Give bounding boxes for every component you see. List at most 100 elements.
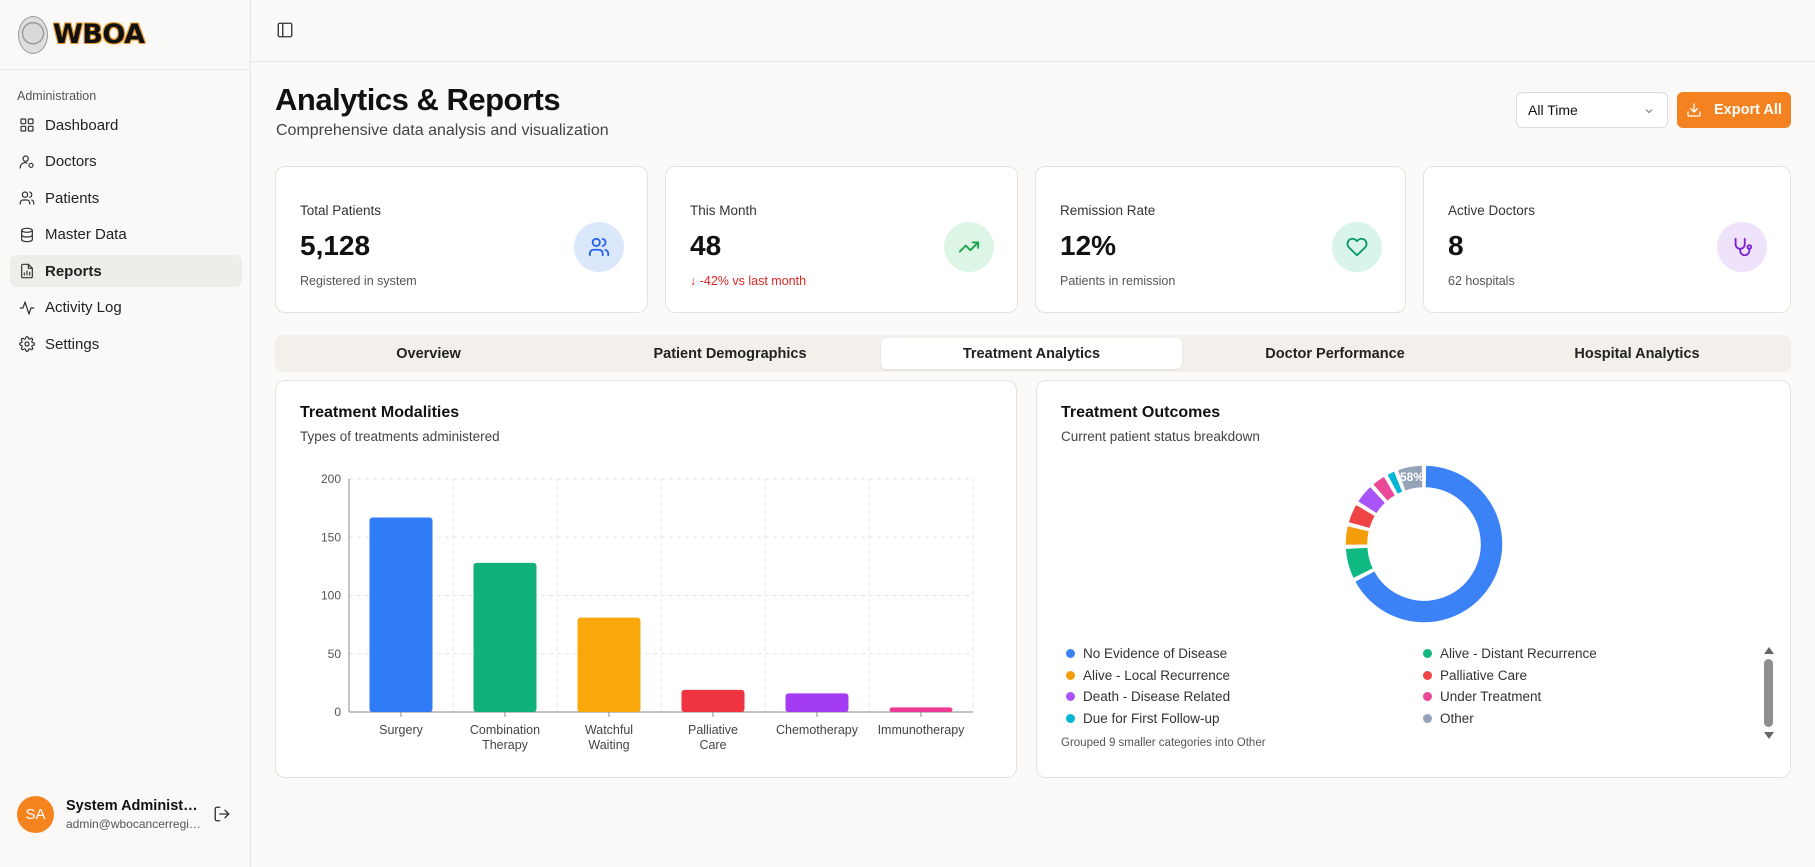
legend-label: Under Treatment [1440,689,1542,704]
grid-icon [20,118,34,132]
bar[interactable] [577,617,641,712]
activity-icon [19,300,35,315]
sidebar-item-master-data[interactable]: Master Data [10,219,242,251]
donut-slice[interactable] [1385,469,1405,496]
stat-subtext: Patients in remission [1060,274,1176,288]
export-all-button[interactable]: Export All [1677,92,1791,128]
card-title: Treatment Modalities [300,404,460,421]
download-icon [1687,103,1701,117]
stat-card-remission-rate: Remission Rate 12% Patients in remission [1035,166,1406,313]
bar[interactable] [473,562,537,712]
tab-doctor-performance[interactable]: Doctor Performance [1265,345,1405,362]
time-range-select[interactable]: All Time [1516,92,1668,128]
card-title: Treatment Outcomes [1061,404,1221,421]
topbar [251,0,1815,62]
tab-hospital-analytics[interactable]: Hospital Analytics [1574,345,1700,362]
stat-label: This Month [690,203,757,218]
bar[interactable] [681,689,745,712]
user-profile[interactable]: SA System Administrator admin@wbocancerr… [17,794,237,834]
sidebar-item-label: Reports [45,262,102,280]
legend-scrollbar[interactable] [1762,647,1774,739]
gear-icon [19,336,35,352]
legend-label: Alive - Local Recurrence [1083,667,1231,683]
logo[interactable]: WBOA [0,0,250,70]
logout-button[interactable] [213,805,231,823]
legend-item[interactable]: Under Treatment [1423,689,1541,704]
legend-swatch [1066,692,1075,701]
donut-slice[interactable] [1344,524,1371,547]
legend-item[interactable]: No Evidence of Disease [1066,646,1227,661]
stat-label: Active Doctors [1448,203,1536,218]
legend-item[interactable]: Other [1423,711,1474,726]
card-subtitle: Types of treatments administered [300,429,500,444]
sidebar-item-activity-log[interactable]: Activity Log [10,292,242,324]
donut-slice[interactable] [1371,474,1397,503]
legend-label: Other [1440,710,1474,726]
bar[interactable] [889,707,953,712]
database-icon [21,227,33,242]
card-subtitle: Current patient status breakdown [1061,429,1260,444]
legend-item[interactable]: Alive - Local Recurrence [1066,668,1230,683]
report-icon [21,263,33,279]
tab-treatment-analytics[interactable]: Treatment Analytics [881,338,1182,369]
legend-swatch [1423,692,1432,701]
stat-card-this-month: This Month 48 ↓ -42% vs last month [665,166,1018,313]
legend-item[interactable]: Alive - Distant Recurrence [1423,646,1597,661]
scroll-down-arrow-icon[interactable] [1764,732,1774,739]
donut-slice[interactable] [1353,464,1504,624]
stat-label: Remission Rate [1060,203,1156,218]
scroll-up-arrow-icon[interactable] [1764,647,1774,654]
x-tick-label: Palliative Care [688,723,738,752]
sidebar-item-doctors[interactable]: Doctors [10,146,242,178]
sidebar-item-label: Activity Log [45,299,122,316]
donut-slice[interactable] [1344,546,1375,580]
panel-left-icon [277,22,293,38]
legend-item[interactable]: Death - Disease Related [1066,689,1230,704]
stat-value: 48 [690,230,722,261]
donut-slice[interactable] [1347,503,1377,530]
y-tick-label: 100 [321,589,341,603]
y-tick-label: 0 [334,705,341,719]
chart-gridlines [348,478,974,712]
x-tick-label: Surgery [379,723,424,737]
x-tick-label: Chemotherapy [776,723,859,737]
sidebar-item-label: Dashboard [45,116,119,134]
legend-swatch [1423,649,1432,658]
avatar: SA [17,795,54,833]
sidebar-item-label: Master Data [45,226,127,243]
tab-overview[interactable]: Overview [396,345,461,362]
arrow-down-icon: ↓ [690,274,700,288]
sidebar-item-patients[interactable]: Patients [10,182,242,214]
scroll-thumb[interactable] [1764,659,1773,727]
x-tick-label: Immunotherapy [878,723,966,737]
legend-item[interactable]: Due for First Follow-up [1066,711,1220,726]
bar[interactable] [785,693,849,712]
user-name: System Administrator [66,797,201,814]
sidebar-item-dashboard[interactable]: Dashboard [10,109,242,141]
y-tick-label: 200 [321,472,341,486]
donut-slice[interactable] [1396,464,1424,493]
report-tabs: Overview Patient Demographics Treatment … [275,335,1791,372]
treatment-modalities-card: Treatment Modalities Types of treatments… [275,380,1017,778]
legend-swatch [1066,670,1075,680]
sidebar-toggle-button[interactable] [276,21,294,39]
sidebar-item-settings[interactable]: Settings [10,328,242,360]
sidebar-section-label: Administration [17,89,97,103]
x-tick-label: Watchful Waiting [585,723,633,752]
logo-emblem-icon [18,15,48,54]
chart-legend: Grouped 9 smaller categories into Other … [1061,646,1761,756]
sidebar-item-label: Settings [45,335,100,353]
slice-data-label: 58% [1400,470,1424,484]
export-all-label: Export All [1714,102,1782,118]
bar[interactable] [369,517,433,712]
sidebar-item-reports[interactable]: Reports [10,255,242,287]
x-tick-label: Combination Therapy [470,723,540,752]
stat-label: Total Patients [300,203,382,218]
user-key-icon [19,154,34,169]
treatment-modalities-chart: 0 50 100 150 200 Surgery Combination Therapy Wat… [321,472,974,752]
stat-subtext: ↓ -42% vs last month [690,274,806,288]
stat-change-text: -42% vs last month [699,274,807,288]
tab-patient-demographics[interactable]: Patient Demographics [653,345,807,362]
legend-item[interactable]: Palliative Care [1423,668,1527,683]
donut-slice[interactable] [1356,485,1387,516]
